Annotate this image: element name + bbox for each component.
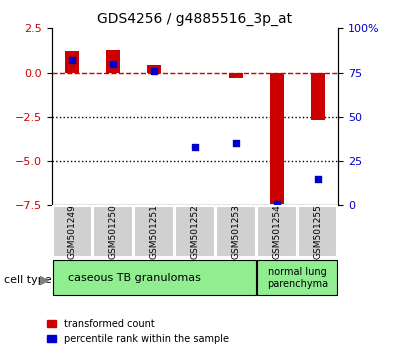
Bar: [229, 73, 243, 78]
FancyBboxPatch shape: [257, 261, 338, 295]
FancyBboxPatch shape: [53, 206, 92, 257]
Text: GSM501254: GSM501254: [272, 205, 281, 259]
Text: GSM501250: GSM501250: [109, 204, 118, 259]
Point: [151, 68, 157, 74]
Text: GSM501252: GSM501252: [191, 205, 199, 259]
FancyBboxPatch shape: [94, 206, 133, 257]
Text: caseous TB granulomas: caseous TB granulomas: [68, 273, 201, 283]
FancyBboxPatch shape: [257, 206, 297, 257]
Text: GSM501251: GSM501251: [150, 204, 158, 259]
Legend: transformed count, percentile rank within the sample: transformed count, percentile rank withi…: [45, 317, 231, 346]
Text: GSM501253: GSM501253: [232, 204, 240, 259]
Bar: [188, 73, 202, 74]
Text: GSM501255: GSM501255: [313, 204, 322, 259]
Point: [274, 201, 280, 206]
Bar: [147, 65, 161, 73]
Bar: [311, 73, 325, 120]
FancyBboxPatch shape: [298, 206, 338, 257]
Point: [233, 141, 239, 146]
Text: ▶: ▶: [40, 273, 49, 286]
Text: normal lung
parenchyma: normal lung parenchyma: [267, 267, 328, 289]
FancyBboxPatch shape: [53, 261, 256, 295]
Title: GDS4256 / g4885516_3p_at: GDS4256 / g4885516_3p_at: [98, 12, 293, 26]
Text: GSM501249: GSM501249: [68, 205, 77, 259]
Bar: [270, 73, 284, 204]
FancyBboxPatch shape: [135, 206, 174, 257]
Text: cell type: cell type: [4, 275, 52, 285]
Bar: [65, 51, 79, 73]
Point: [315, 176, 321, 182]
Point: [69, 57, 75, 63]
Bar: [106, 50, 120, 73]
FancyBboxPatch shape: [216, 206, 256, 257]
Point: [192, 144, 198, 150]
Point: [110, 61, 116, 67]
FancyBboxPatch shape: [176, 206, 215, 257]
